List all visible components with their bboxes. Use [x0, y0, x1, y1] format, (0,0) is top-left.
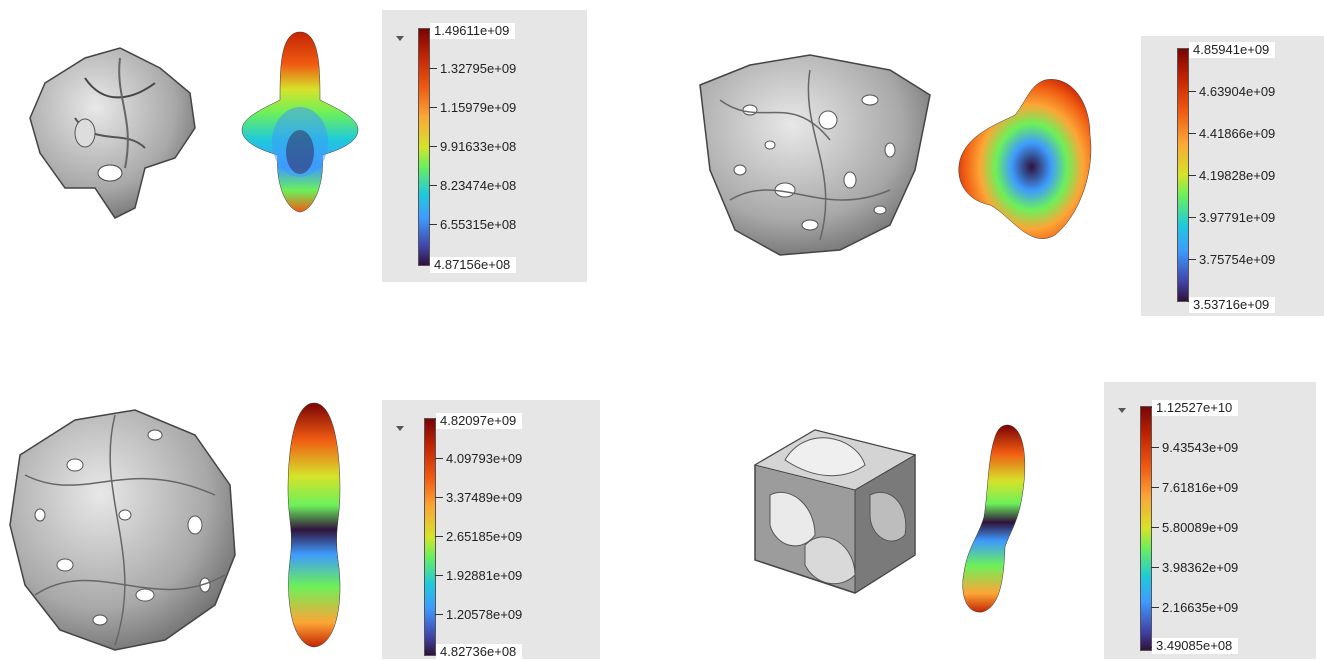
legend-label: 1.92881e+09 [446, 568, 523, 583]
legend-label: 4.09793e+09 [446, 451, 523, 466]
legend-label: 2.65185e+09 [446, 529, 523, 544]
colorbar [418, 28, 430, 266]
lattice-structure-image [9, 409, 236, 651]
legend-label: 3.37489e+09 [446, 490, 523, 505]
lattice-structure-image [699, 54, 931, 256]
legend-max-label: 4.85941e+09 [1189, 42, 1276, 58]
color-legend: 1.49611e+09 1.32795e+09 1.15979e+09 9.91… [382, 10, 587, 282]
dropdown-arrow-icon[interactable] [396, 426, 404, 431]
legend-label: 9.43543e+09 [1162, 440, 1239, 455]
legend-label: 4.63904e+09 [1199, 84, 1276, 99]
lattice-structure-image [753, 429, 917, 594]
legend-min-label: 3.53716e+09 [1189, 297, 1276, 313]
legend-label: 8.23474e+08 [440, 178, 517, 193]
legend-label: 3.97791e+09 [1199, 210, 1276, 225]
colorbar [1140, 406, 1152, 651]
legend-label: 1.15979e+09 [440, 100, 517, 115]
legend-label: 3.75754e+09 [1199, 252, 1276, 267]
colorbar [424, 418, 436, 656]
legend-max-label: 1.49611e+09 [430, 23, 516, 39]
legend-label: 7.61816e+09 [1162, 480, 1239, 495]
legend-label: 4.41866e+09 [1199, 126, 1276, 141]
legend-label: 1.32795e+09 [440, 61, 517, 76]
color-legend: 4.82097e+09 4.09793e+09 3.37489e+09 2.65… [382, 400, 600, 660]
legend-label: 3.98362e+09 [1162, 560, 1239, 575]
surface-plot [958, 79, 1092, 239]
lattice-structure-image [29, 47, 196, 219]
dropdown-arrow-icon[interactable] [1118, 408, 1126, 413]
surface-plot [287, 402, 341, 648]
legend-max-label: 4.82097e+09 [436, 413, 523, 429]
color-legend: 4.85941e+09 4.63904e+09 4.41866e+09 4.19… [1141, 36, 1324, 316]
legend-min-label: 4.82736e+08 [436, 644, 523, 660]
legend-label: 2.16635e+09 [1162, 600, 1239, 615]
legend-label: 6.55315e+08 [440, 217, 517, 232]
legend-min-label: 3.49085e+08 [1152, 638, 1239, 654]
color-legend: 1.12527e+10 9.43543e+09 7.61816e+09 5.80… [1104, 382, 1316, 659]
surface-plot [241, 31, 359, 213]
legend-label: 5.80089e+09 [1162, 520, 1239, 535]
legend-label: 9.91633e+08 [440, 139, 517, 154]
surface-plot [962, 424, 1026, 613]
legend-label: 1.20578e+09 [446, 607, 523, 622]
dropdown-arrow-icon[interactable] [396, 36, 404, 41]
legend-min-label: 4.87156e+08 [430, 257, 517, 273]
legend-max-label: 1.12527e+10 [1152, 400, 1239, 416]
legend-label: 4.19828e+09 [1199, 168, 1276, 183]
